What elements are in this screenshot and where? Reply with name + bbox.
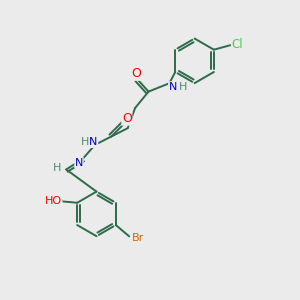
Text: N: N: [169, 82, 177, 92]
Text: H: H: [81, 137, 90, 147]
Text: HO: HO: [45, 196, 62, 206]
Text: H: H: [52, 163, 61, 173]
Text: H: H: [178, 82, 187, 92]
Text: Cl: Cl: [232, 38, 244, 51]
Text: Br: Br: [131, 233, 144, 243]
Text: N: N: [75, 158, 83, 168]
Text: N: N: [89, 137, 98, 147]
Text: O: O: [122, 112, 132, 125]
Text: O: O: [131, 67, 141, 80]
